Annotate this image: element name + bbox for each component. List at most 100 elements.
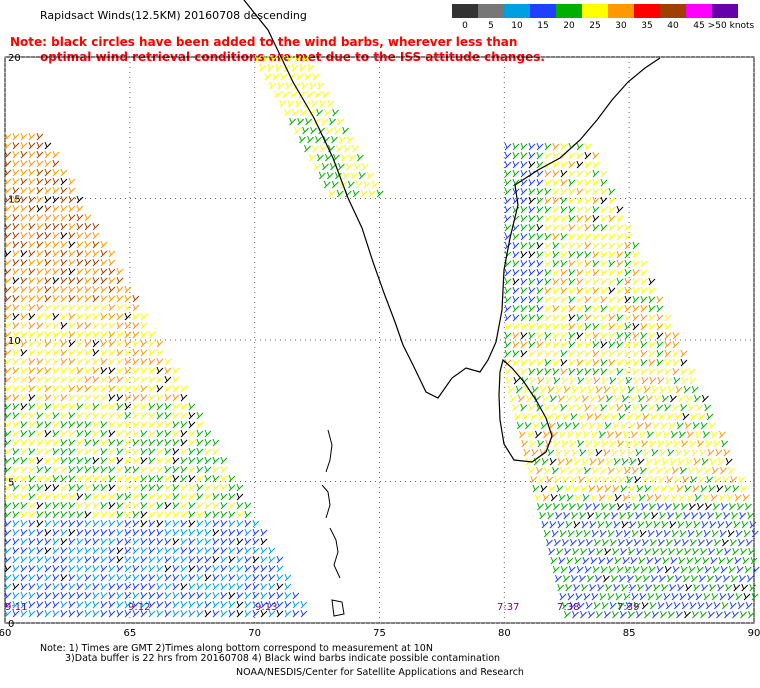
- wind-barb: [592, 286, 600, 295]
- wind-barb: [92, 240, 100, 249]
- wind-barb: [552, 250, 560, 259]
- wind-barb: [504, 304, 512, 313]
- wind-barb: [284, 108, 292, 117]
- wind-barb: [714, 538, 721, 547]
- wind-barb: [20, 222, 28, 231]
- wind-barb: [124, 285, 132, 294]
- wind-barb: [44, 213, 52, 222]
- wind-barb: [541, 457, 549, 466]
- wind-barb: [140, 330, 148, 339]
- wind-barb: [592, 178, 600, 187]
- wind-barb: [580, 421, 588, 430]
- wind-barb: [592, 187, 600, 196]
- wind-barb: [592, 151, 600, 160]
- wind-barb: [709, 457, 717, 466]
- wind-barb: [279, 99, 287, 108]
- wind-barb: [674, 412, 682, 421]
- wind-barb: [584, 331, 592, 340]
- wind-barb: [552, 214, 560, 223]
- wind-barb: [544, 304, 552, 313]
- wind-barb: [52, 591, 60, 600]
- wind-barb: [612, 484, 620, 493]
- wind-barb: [544, 169, 552, 178]
- wind-barb: [108, 582, 116, 591]
- wind-barb: [60, 330, 68, 339]
- wind-barb: [544, 331, 552, 340]
- wind-barb: [626, 538, 633, 547]
- wind-barb: [721, 601, 729, 610]
- wind-barb: [660, 421, 668, 430]
- wind-barb: [84, 600, 92, 609]
- wind-barb: [28, 168, 36, 177]
- wind-barb: [68, 384, 76, 393]
- wind-barb: [244, 555, 252, 564]
- wind-barb: [124, 330, 132, 339]
- wind-barb: [576, 241, 584, 250]
- wind-barb: [44, 501, 52, 510]
- wind-barb: [526, 394, 533, 403]
- wind-barb: [690, 475, 698, 484]
- wind-barb: [608, 187, 616, 196]
- wind-barb: [84, 348, 92, 357]
- wind-barb: [536, 160, 544, 169]
- wind-barb: [649, 376, 657, 385]
- wind-barb: [116, 573, 124, 582]
- wind-barb: [747, 511, 755, 520]
- wind-barb: [692, 610, 699, 619]
- wind-barb: [164, 456, 172, 465]
- wind-barb: [212, 474, 220, 483]
- wind-barb: [212, 582, 220, 591]
- wind-barb: [512, 178, 520, 187]
- wind-barb: [550, 493, 558, 502]
- wind-barb: [561, 439, 569, 448]
- wind-barb: [716, 547, 724, 556]
- wind-barb: [100, 294, 108, 303]
- wind-barb: [553, 439, 561, 448]
- wind-barb: [108, 474, 116, 483]
- wind-barb: [312, 144, 319, 153]
- wind-barb: [707, 511, 715, 520]
- wind-barb: [132, 501, 140, 510]
- wind-barb: [4, 492, 12, 501]
- wind-barb: [52, 231, 60, 240]
- wind-barb: [220, 591, 228, 600]
- wind-barb: [592, 313, 600, 322]
- wind-barb: [12, 303, 20, 312]
- wind-barb: [663, 430, 670, 439]
- wind-barb: [36, 366, 44, 375]
- wind-barb: [644, 421, 652, 430]
- wind-barb: [640, 304, 648, 313]
- scale-label: 25: [589, 21, 601, 31]
- wind-barb: [44, 249, 52, 258]
- wind-barb: [632, 403, 640, 412]
- wind-barb: [164, 420, 172, 429]
- wind-barb: [628, 484, 636, 493]
- wind-barb: [704, 565, 712, 574]
- wind-barb: [595, 511, 603, 520]
- wind-barb: [560, 367, 568, 376]
- wind-barb: [36, 528, 44, 537]
- wind-barb: [132, 582, 140, 591]
- wind-barb: [76, 222, 84, 231]
- wind-barb: [600, 187, 608, 196]
- wind-barb: [124, 438, 132, 447]
- wind-barb: [504, 214, 512, 223]
- wind-barb: [36, 384, 44, 393]
- wind-barb: [44, 195, 52, 204]
- wind-barb: [572, 610, 579, 619]
- wind-barb: [12, 456, 20, 465]
- wind-barb: [52, 195, 60, 204]
- wind-barb: [605, 583, 613, 592]
- wind-barb: [156, 438, 164, 447]
- wind-barb: [585, 601, 593, 610]
- wind-barb: [36, 141, 44, 150]
- wind-barb: [36, 330, 44, 339]
- wind-barb: [689, 439, 697, 448]
- wind-barb: [20, 366, 28, 375]
- wind-barb: [717, 520, 725, 529]
- wind-barb: [180, 564, 188, 573]
- wind-barb: [717, 457, 725, 466]
- wind-barb: [20, 330, 28, 339]
- wind-barb: [558, 493, 566, 502]
- wind-barb: [323, 180, 331, 189]
